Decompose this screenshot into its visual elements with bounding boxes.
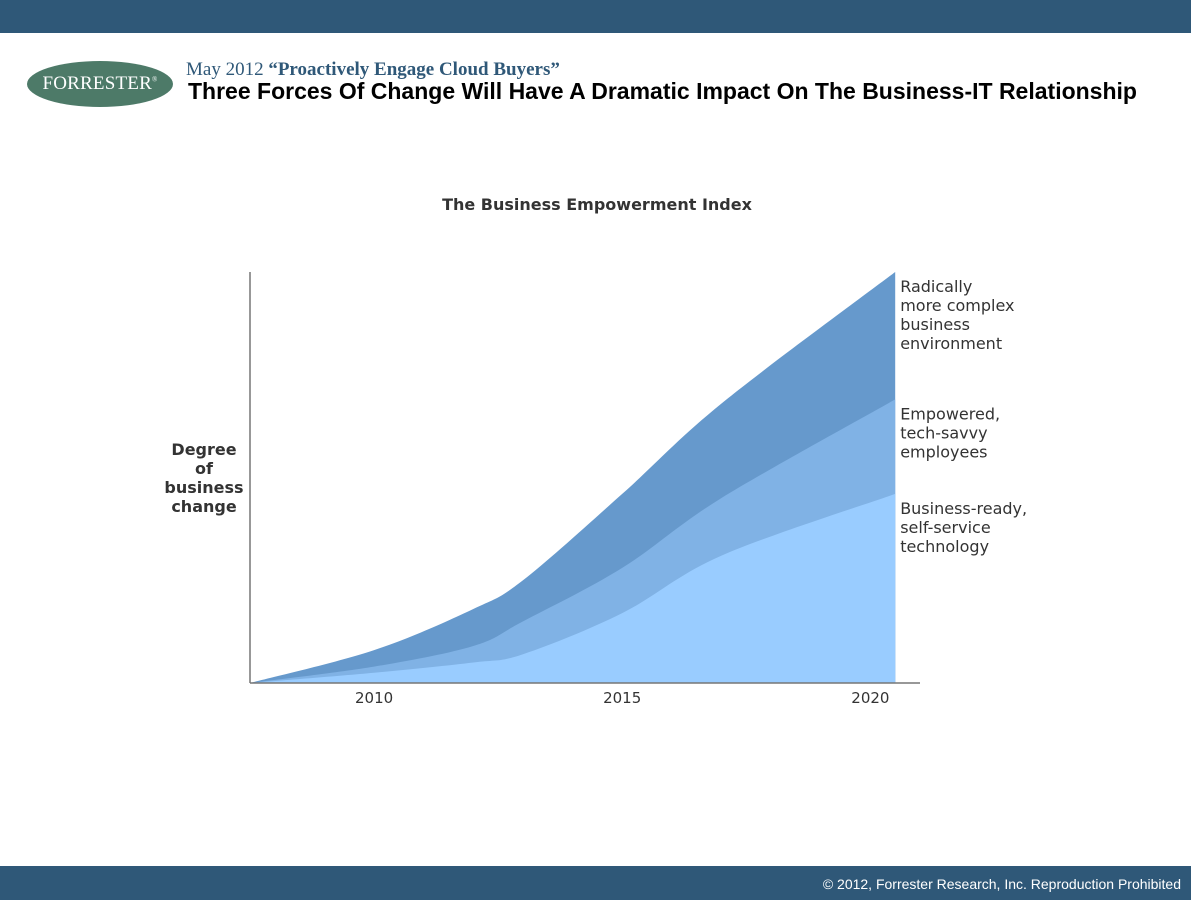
- x-tick-label-2020: 2020: [851, 689, 889, 707]
- series-1-label-line-1: Business-ready,: [900, 499, 1027, 518]
- x-tick-labels: 2010 2015 2020: [355, 689, 889, 707]
- y-axis-label-line-1: Degree: [171, 440, 236, 459]
- x-tick-label-2010: 2010: [355, 689, 393, 707]
- series-1-label-line-2: self-service: [900, 518, 990, 537]
- forrester-logo: FORRESTER®: [27, 61, 173, 107]
- area-series-1: [250, 493, 896, 683]
- y-axis-label-line-3: business: [164, 478, 243, 497]
- copyright-text: © 2012, Forrester Research, Inc. Reprodu…: [822, 876, 1181, 892]
- chart-areas: [250, 272, 896, 683]
- series-2-label-line-2: tech-savvy: [900, 423, 987, 442]
- series-3-label-line-3: business: [900, 315, 970, 334]
- logo-text: FORRESTER®: [42, 73, 158, 94]
- slide-title: Three Forces Of Change Will Have A Drama…: [188, 78, 1137, 104]
- chart-title: The Business Empowerment Index: [442, 195, 753, 214]
- series-3-label-line-4: environment: [900, 334, 1002, 353]
- bottom-bar: © 2012, Forrester Research, Inc. Reprodu…: [0, 866, 1191, 900]
- report-subtitle: May 2012 “Proactively Engage Cloud Buyer…: [186, 59, 560, 81]
- chart-axes: [249, 272, 920, 684]
- series-2-label-line-3: employees: [900, 442, 987, 461]
- report-title: “Proactively Engage Cloud Buyers”: [268, 59, 560, 80]
- series-3-label-line-1: Radically: [900, 277, 972, 296]
- series-2-label-line-1: Empowered,: [900, 404, 1000, 423]
- y-axis-label-line-2: of: [195, 459, 214, 478]
- series-1-label-line-3: technology: [900, 537, 989, 556]
- series-3-label-line-2: more complex: [900, 296, 1014, 315]
- y-axis-label-line-4: change: [171, 497, 237, 516]
- report-date: May 2012: [186, 59, 264, 80]
- top-bar: [0, 0, 1191, 33]
- x-tick-label-2015: 2015: [603, 689, 641, 707]
